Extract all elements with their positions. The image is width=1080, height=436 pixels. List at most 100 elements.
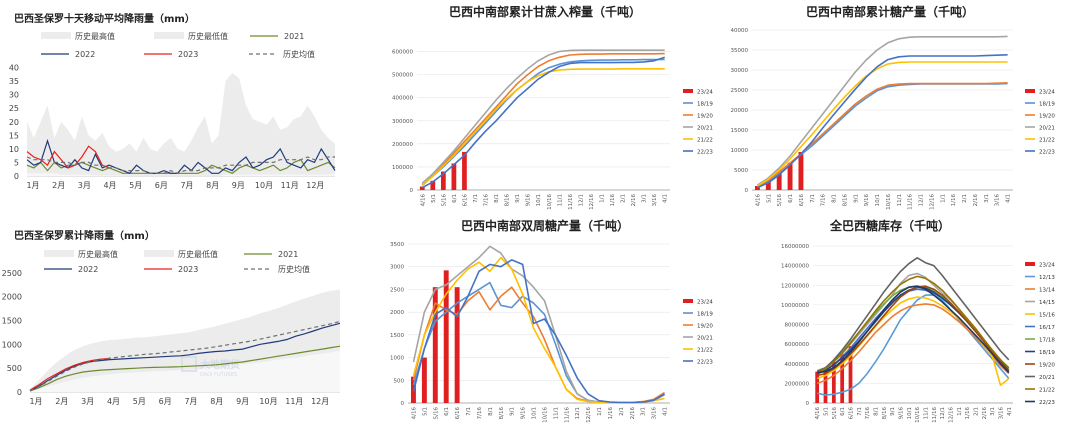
y-tick-label: 25 [9,104,19,113]
legend-label: 13/14 [1039,288,1055,294]
x-tick-label: 5月 [133,397,146,406]
series-line-历史均值 [29,320,341,392]
legend-label: 19/20 [1039,363,1055,369]
x-tick-label: 10月 [259,397,277,406]
x-tick-label: 12/1 [575,407,581,419]
bar [421,357,427,403]
legend-swatch [1025,89,1035,93]
x-tick-label: 7/16 [865,407,871,420]
y-tick-label: 3000 [390,265,404,271]
x-tick-label: 10/16 [886,194,892,210]
x-tick-label: 11/1 [897,194,903,206]
chart-title: 巴西中南部累计糖产量（千吨） [806,4,974,19]
chart-title: 巴西中南部累计甘蔗入榨量（千吨） [449,4,641,19]
x-tick-label: 9月 [232,181,245,190]
x-tick-label: 4/16 [420,194,426,207]
x-tick-label: 8月 [206,181,219,190]
series-line [757,54,1008,189]
x-tick-label: 7/1 [473,194,479,203]
x-tick-label: 1/16 [965,407,971,420]
y-tick-label: 40000 [731,28,749,34]
x-tick-label: 10/16 [547,194,553,210]
x-tick-label: 3月 [81,397,94,406]
bar [754,186,760,190]
bar [815,371,820,403]
x-tick-label: 11/16 [564,407,570,423]
y-tick-label: 0 [17,388,22,397]
x-tick-label: 8月 [210,397,223,406]
legend-label: 14/15 [1039,300,1055,306]
y-tick-label: 2000 [2,293,22,302]
chart-title: 巴西圣保罗累计降雨量（mm） [14,229,155,242]
x-tick-label: 4月 [107,397,120,406]
x-tick-label: 6月 [159,397,172,406]
x-tick-label: 1月 [26,181,39,190]
chart-c4: 巴西中南部累计糖产量（千吨） 0 5000 10000 15000 20000 25000 3… [731,4,1056,210]
x-tick-label: 1/1 [957,407,963,416]
series-line-2022 [26,138,336,175]
x-tick-label: 1/16 [610,194,616,207]
y-tick-label: 5000 [734,168,748,174]
x-tick-label: 3/1 [990,407,996,416]
x-tick-label: 2/16 [631,194,637,207]
x-tick-label: 10/1 [875,194,881,206]
x-tick-label: 5/1 [422,407,428,416]
series-line [817,294,1010,396]
x-tick-label: 10/1 [536,194,542,206]
x-tick-label: 5/1 [431,194,437,203]
legend-label: 21/22 [1039,138,1055,144]
y-tick-label: 30000 [731,68,749,74]
x-tick-label: 3月 [78,181,91,190]
y-tick-label: 35 [9,77,19,86]
x-tick-label: 8/1 [494,194,500,203]
x-tick-label: 1/1 [597,407,603,416]
chart-title: 巴西圣保罗十天移动平均降雨量（mm） [14,12,195,25]
x-tick-label: 12月 [306,181,324,190]
chart-title: 巴西中南部双周糖产量（千吨） [461,218,629,233]
bar [430,180,436,190]
y-tick-label: 600000 [392,50,413,56]
y-tick-label: 0 [14,172,19,181]
legend-label: 17/18 [1039,338,1055,344]
x-tick-label: 10/16 [542,407,548,423]
bar [765,180,771,190]
y-tick-label: 1500 [390,333,404,339]
legend-label: 2022 [78,265,98,274]
x-tick-label: 12/1 [919,194,925,206]
x-tick-label: 9/1 [510,407,516,416]
legend-label: 18/19 [697,312,713,318]
y-tick-label: 100000 [392,165,413,171]
x-tick-label: 6/16 [462,194,468,207]
x-tick-label: 10/1 [907,407,913,419]
chart-c6: 全巴西糖库存（千吨） 0 2000000 4000000 6000000 8000000 1… [781,218,1055,423]
legend-swatch [154,32,184,39]
legend-label: 20/21 [1039,375,1055,381]
x-tick-label: 12/1 [578,194,584,206]
series-line [412,281,665,404]
series-area-max [27,73,335,176]
legend-label: 历史最低值 [188,31,228,41]
x-tick-label: 9/1 [853,194,859,203]
series-line [817,285,1010,377]
y-tick-label: 400000 [392,96,413,102]
y-tick-label: 200000 [392,142,413,148]
x-tick-label: 5/1 [766,194,772,203]
series-line [412,245,665,404]
x-tick-label: 11/16 [568,194,574,210]
bar [443,270,449,403]
legend-swatch [144,250,174,257]
x-tick-label: 2/1 [962,194,968,203]
x-tick-label: 10/1 [532,407,538,419]
x-tick-label: 6/16 [455,407,461,420]
x-tick-label: 12/16 [949,407,955,423]
x-tick-label: 2/16 [982,407,988,420]
x-tick-label: 9/16 [521,407,527,420]
y-tick-label: 6000000 [785,342,810,348]
legend-label: 20/21 [697,336,713,342]
y-tick-label: 500000 [392,73,413,79]
bar [787,162,793,190]
x-tick-label: 12/16 [929,194,935,210]
x-tick-label: 9月 [236,397,249,406]
x-tick-label: 9/1 [890,407,896,416]
legend-label: 23/24 [697,300,713,306]
